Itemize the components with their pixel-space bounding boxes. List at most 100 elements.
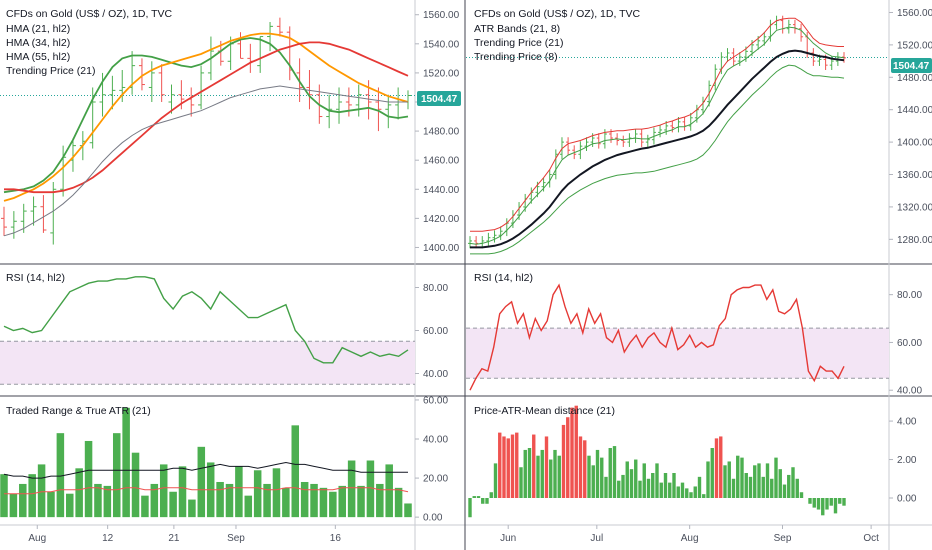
left-rsi-line [3, 276, 409, 364]
left-candle [385, 94, 392, 129]
left-candle [158, 64, 165, 102]
right-dist-bar [676, 486, 680, 498]
right-dist-bar [710, 448, 714, 498]
left-atr-line-traded-range [4, 487, 409, 495]
left-candle [188, 87, 195, 117]
right-dist-bar [808, 498, 812, 504]
right-dist-bar [706, 461, 710, 498]
right-price-ytick-label: 1320.00 [897, 202, 932, 213]
right-candle [584, 137, 589, 152]
right-candle [774, 15, 779, 30]
right-candle [792, 19, 797, 34]
right-dist-bar [468, 498, 472, 518]
right-dist-bar [553, 449, 557, 498]
left-atr-bar [291, 425, 300, 518]
right-dist-bar [761, 476, 765, 498]
right-dist-bar [493, 463, 498, 498]
left-candle [336, 87, 343, 124]
right-rsi-ytick-label: 40.00 [897, 386, 922, 397]
left-atr-bar [329, 491, 337, 518]
left-price-line-hma-55-hl2- [4, 41, 409, 194]
left-atr-bar [235, 466, 243, 518]
left-candle [148, 61, 155, 102]
left-atr-ytick-label: 60.00 [423, 395, 448, 406]
right-candle [670, 121, 675, 133]
right-candle [627, 133, 632, 147]
right-dist-bar [578, 436, 583, 498]
left-candle [129, 51, 136, 95]
right-dist-bar [549, 459, 553, 498]
left-atr-ytick-label: 20.00 [423, 474, 448, 485]
right-candle [498, 226, 503, 241]
right-dist-bar [646, 478, 651, 498]
right-dist-bar [744, 473, 748, 498]
right-dist-bar [740, 457, 744, 498]
right-candle [566, 137, 571, 156]
left-atr-bar [263, 483, 271, 518]
right-dist-bar [799, 492, 804, 498]
left-candle [345, 87, 352, 117]
left-candle [306, 70, 313, 110]
left-atr-bar [253, 470, 262, 518]
right-dist-bar [833, 498, 838, 514]
right-dist-bar [689, 492, 693, 498]
right-dist-bar [621, 474, 625, 498]
right-rsi-line [469, 283, 845, 391]
left-xtick-label: 21 [168, 533, 180, 544]
left-candle [10, 211, 17, 239]
right-price-legend: CFDs on Gold (US$ / OZ), 1D, TVC ATR Ban… [474, 8, 641, 63]
left-rsi-legend: RSI (14, hl2) [6, 272, 65, 284]
right-candle [639, 129, 644, 147]
right-dist-bar [485, 498, 489, 504]
left-atr-bar [103, 485, 112, 518]
right-candle [719, 52, 724, 75]
right-dist-bar [782, 484, 787, 498]
right-dist-bar [481, 498, 485, 504]
left-atr-bar [347, 460, 356, 518]
left-atr-bar [319, 487, 328, 518]
right-dist-bar [685, 488, 689, 498]
right-dist-bar [612, 446, 617, 498]
right-dist-bar [714, 438, 719, 498]
left-atr-bar [84, 440, 93, 518]
left-candle [276, 17, 283, 37]
right-price-legend-trend21: Trending Price (21) [474, 37, 563, 49]
left-atr-bar [338, 485, 346, 518]
left-candle [138, 58, 145, 91]
left-atr-bar [19, 483, 27, 518]
left-price-ytick-label: 1440.00 [423, 185, 460, 196]
right-dist-bar [510, 434, 515, 498]
right-dist-bar [829, 498, 833, 506]
right-dist-bar [604, 476, 608, 498]
left-candle [119, 70, 126, 102]
right-dist-bar [629, 469, 634, 498]
right-dist-bar [608, 448, 612, 498]
right-rsi-legend: RSI (14, hl2) [474, 272, 533, 284]
right-dist-bar [778, 469, 782, 498]
right-xtick-label: Oct [863, 533, 879, 544]
right-dist-bar [574, 405, 578, 498]
right-candle [725, 48, 730, 62]
left-atr-bar [37, 464, 46, 518]
left-price-ytick-label: 1480.00 [423, 127, 460, 138]
right-dist-bar [668, 482, 672, 498]
left-atr-bar [122, 407, 130, 518]
right-dist-bar [642, 463, 646, 498]
right-dist-bar [816, 498, 821, 510]
right-candle [474, 236, 479, 249]
left-candle [395, 87, 402, 120]
right-dist-bar [812, 498, 816, 508]
left-atr-bar [394, 487, 403, 518]
right-xtick-label: Jul [590, 533, 603, 544]
left-price-legend-hma21: HMA (21, hl2) [6, 23, 70, 35]
left-price-legend-hma34: HMA (34, hl2) [6, 37, 70, 49]
left-atr-bar [169, 491, 177, 518]
left-atr-bar [376, 483, 384, 518]
left-rsi-band [0, 341, 415, 385]
left-candle [355, 84, 362, 117]
left-price-ytick-label: 1520.00 [423, 68, 460, 79]
right-dist-legend: Price-ATR-Mean distance (21) [474, 405, 615, 417]
right-dist-bar [595, 449, 600, 498]
right-dist-bar [523, 449, 527, 498]
